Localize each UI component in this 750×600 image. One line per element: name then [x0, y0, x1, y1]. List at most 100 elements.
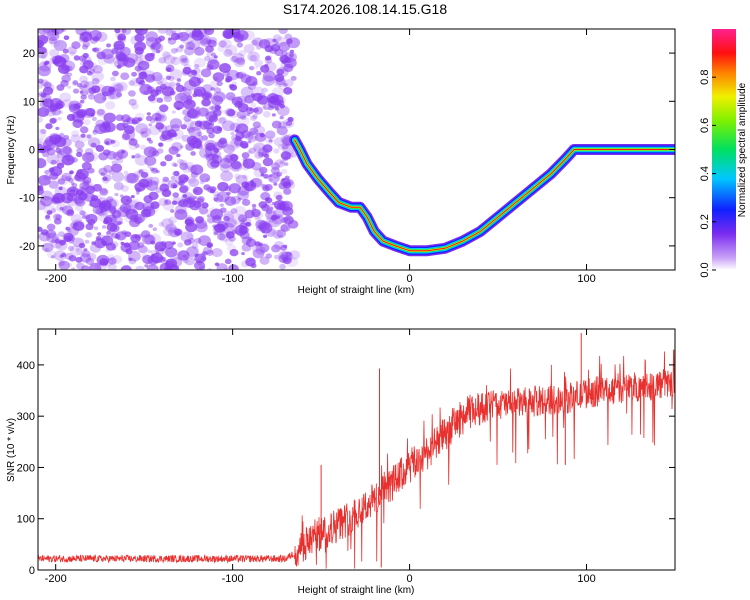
noise-blob — [125, 248, 133, 255]
noise-blob — [48, 134, 62, 145]
noise-blob — [170, 175, 176, 180]
noise-blob — [201, 98, 211, 107]
noise-blob — [91, 78, 100, 85]
noise-blob — [166, 129, 177, 138]
noise-blob — [278, 41, 291, 52]
noise-blob — [138, 81, 144, 87]
noise-blob — [273, 148, 280, 154]
noise-blob — [175, 231, 181, 236]
noise-blob — [230, 137, 243, 149]
noise-blob — [62, 146, 72, 155]
noise-blob — [182, 66, 192, 75]
noise-blob — [258, 39, 271, 49]
noise-blob — [151, 167, 158, 173]
noise-blob — [111, 160, 118, 165]
noise-blob — [278, 201, 290, 211]
noise-blob — [107, 56, 117, 65]
noise-blob — [200, 255, 207, 261]
noise-blob — [184, 119, 194, 128]
y-tick-label: 0 — [29, 145, 35, 157]
noise-blob — [69, 51, 76, 57]
noise-blob — [148, 123, 153, 127]
noise-blob — [155, 251, 160, 255]
noise-blob — [263, 153, 270, 159]
noise-blob — [237, 197, 242, 201]
noise-blob — [95, 119, 106, 128]
noise-blob — [79, 210, 86, 216]
noise-blob — [106, 43, 112, 48]
noise-blob — [43, 174, 51, 181]
noise-blob — [97, 232, 102, 236]
noise-blob — [53, 218, 62, 225]
noise-blob — [40, 190, 53, 201]
noise-blob — [187, 165, 198, 173]
noise-blob — [155, 255, 159, 259]
noise-blob — [216, 263, 228, 270]
noise-blob — [193, 73, 201, 80]
noise-blob — [276, 99, 285, 106]
noise-blob — [174, 265, 179, 269]
noise-blob — [182, 194, 188, 198]
noise-blob — [226, 231, 232, 236]
noise-blob — [268, 178, 273, 182]
noise-blob — [188, 76, 202, 87]
noise-blob — [38, 92, 41, 97]
noise-blob — [126, 173, 139, 184]
x-tick-label: 100 — [577, 573, 595, 585]
noise-blob — [51, 29, 65, 35]
y-tick-label: 300 — [17, 411, 35, 423]
noise-blob — [135, 76, 145, 85]
noise-blob — [169, 69, 183, 80]
noise-blob — [115, 50, 125, 59]
noise-blob — [143, 146, 157, 158]
noise-blob — [153, 75, 165, 85]
noise-blob — [72, 81, 78, 86]
noise-blob — [81, 265, 90, 270]
noise-blob — [120, 150, 126, 154]
noise-blob — [262, 111, 271, 118]
noise-blob — [49, 38, 61, 48]
noise-blob — [279, 235, 283, 239]
noise-blob — [128, 257, 133, 261]
noise-blob — [185, 41, 196, 50]
noise-blob — [252, 207, 257, 211]
noise-blob — [210, 186, 217, 192]
noise-blob — [128, 240, 140, 251]
noise-blob — [111, 70, 119, 77]
noise-blob — [161, 218, 174, 229]
noise-blob — [241, 199, 251, 206]
noise-blob — [212, 125, 223, 134]
noise-blob — [234, 138, 244, 147]
noise-blob — [107, 257, 117, 265]
noise-blob — [61, 252, 67, 258]
noise-blob — [67, 85, 72, 89]
noise-blob — [243, 43, 255, 54]
noise-blob — [168, 216, 178, 224]
noise-blob — [57, 176, 69, 186]
y-tick-label: 100 — [17, 514, 35, 526]
noise-blob — [165, 223, 177, 233]
noise-blob — [100, 204, 110, 213]
noise-blob — [106, 230, 112, 235]
noise-blob — [253, 211, 264, 220]
noise-blob — [216, 220, 229, 231]
noise-blob — [85, 232, 93, 238]
noise-blob — [165, 247, 178, 258]
noise-blob — [98, 200, 112, 212]
noise-blob — [283, 87, 293, 95]
noise-blob — [148, 191, 159, 201]
noise-blob — [213, 151, 222, 158]
noise-blob — [226, 191, 231, 196]
noise-blob — [82, 31, 91, 38]
noise-blob — [279, 160, 284, 165]
noise-blob — [281, 143, 289, 150]
noise-blob — [123, 242, 131, 248]
noise-blob — [75, 29, 87, 36]
noise-blob — [212, 223, 226, 235]
noise-blob — [39, 195, 53, 207]
noise-blob — [58, 260, 66, 267]
noise-blob — [185, 112, 192, 117]
noise-blob — [163, 95, 173, 103]
noise-blob — [272, 208, 284, 219]
